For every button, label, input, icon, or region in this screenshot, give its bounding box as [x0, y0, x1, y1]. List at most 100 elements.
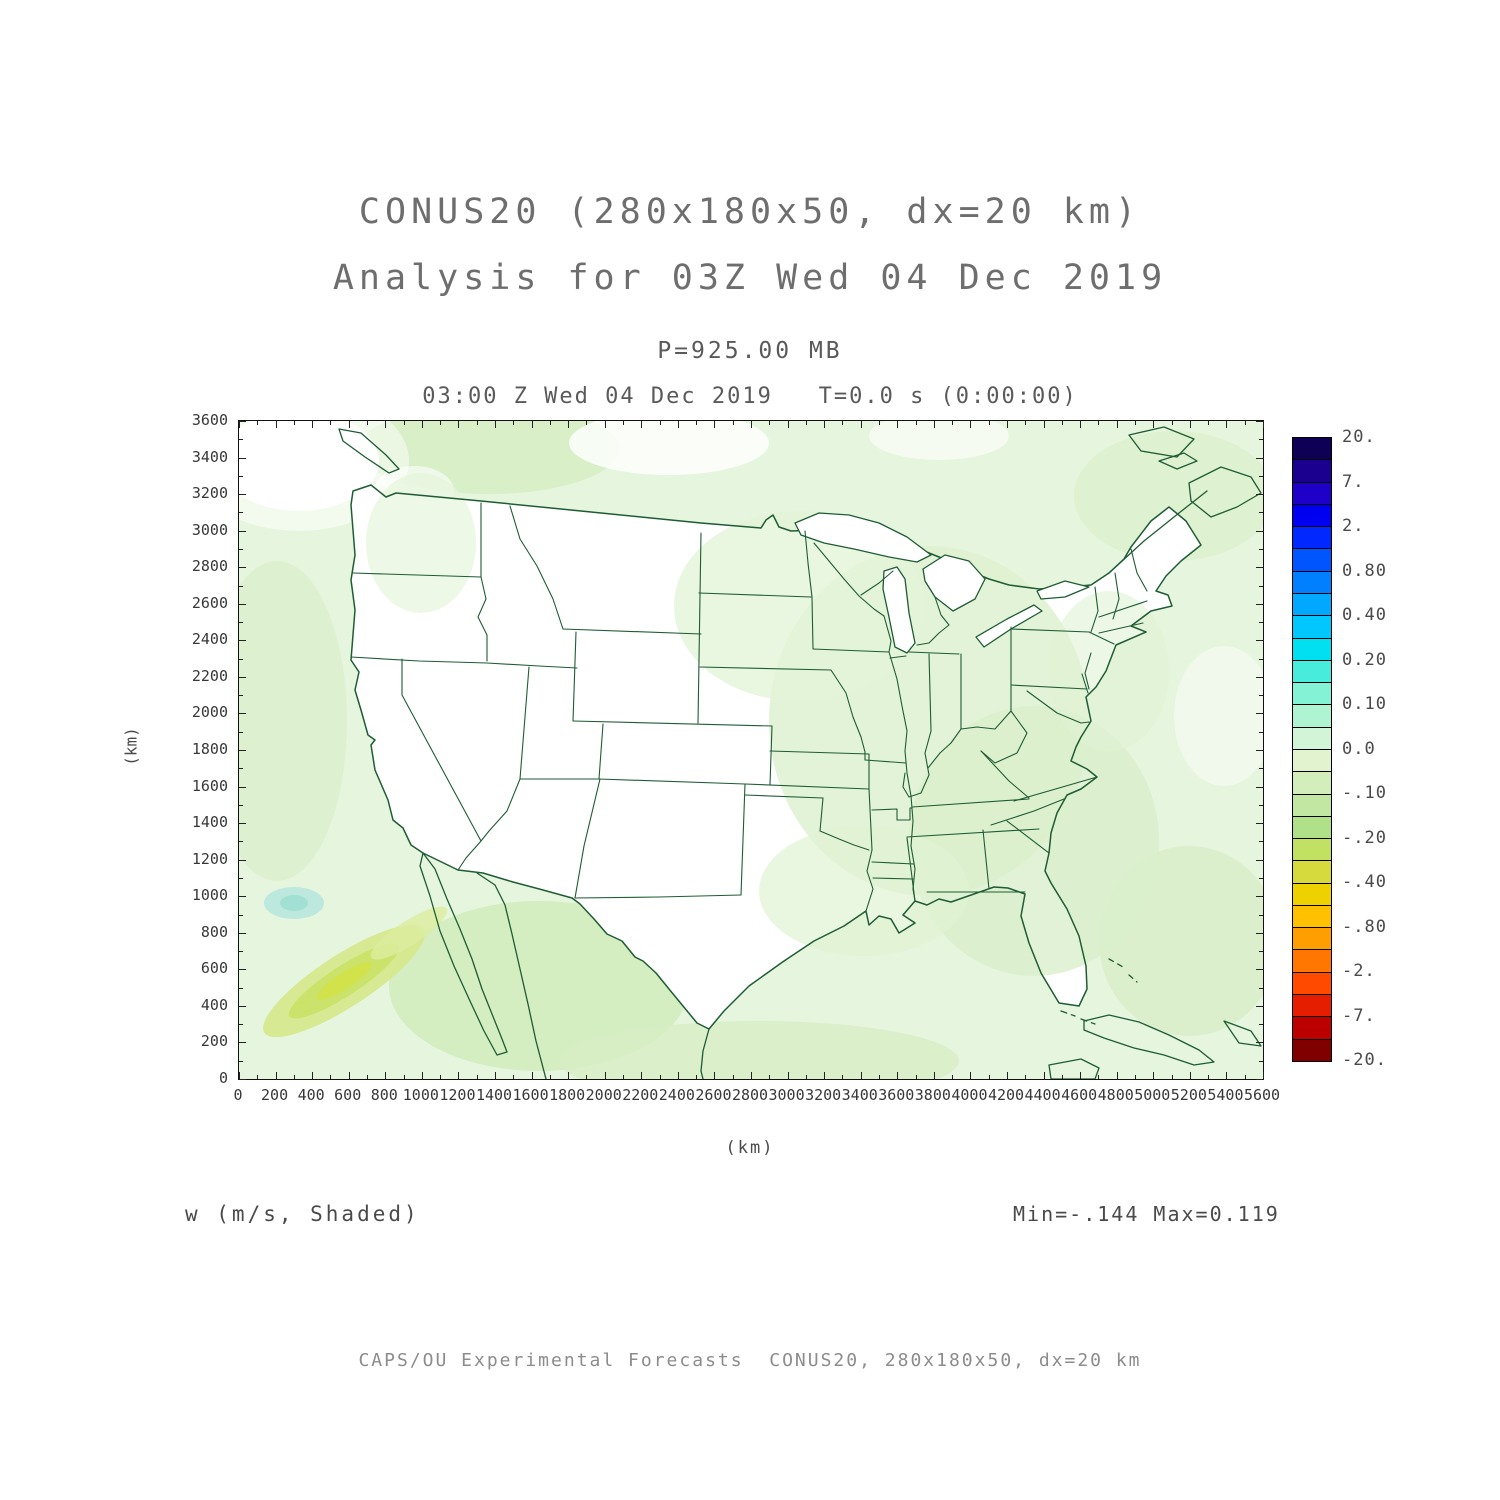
x-tick-label: 5400	[1207, 1086, 1244, 1104]
y-tick-mark	[239, 676, 246, 678]
y-tick-mark	[1259, 804, 1263, 806]
x-tick-label: 200	[261, 1086, 289, 1104]
x-tick-label: 5600	[1243, 1086, 1281, 1104]
x-tick-mark	[1263, 1072, 1264, 1079]
colorbar-cell	[1293, 883, 1331, 906]
x-tick-mark	[714, 1072, 716, 1079]
y-tick-mark	[239, 475, 243, 477]
y-tick-label: 800	[200, 922, 228, 941]
x-tick-mark	[549, 1075, 551, 1079]
x-tick-mark	[257, 1075, 259, 1079]
x-tick-mark	[385, 421, 387, 428]
y-tick-mark	[1259, 951, 1263, 953]
x-tick-mark	[769, 421, 771, 425]
x-tick-label: 4200	[987, 1086, 1025, 1104]
colorbar-cell	[1293, 638, 1331, 661]
y-tick-mark	[239, 731, 243, 733]
nova-scotia	[1188, 466, 1262, 518]
x-tick-mark	[421, 1072, 423, 1079]
x-tick-label: 400	[297, 1086, 325, 1104]
lake-superior	[794, 512, 932, 563]
x-tick-label: 4400	[1024, 1086, 1061, 1104]
canada-features	[338, 426, 1262, 574]
state-border-42n	[350, 656, 578, 669]
y-tick-label: 3200	[191, 484, 228, 503]
x-tick-mark	[476, 421, 478, 425]
x-tick-mark	[1135, 421, 1136, 425]
x-tick-mark	[367, 1075, 368, 1079]
x-tick-mark	[805, 1075, 807, 1079]
state-border-il-in	[920, 653, 932, 794]
x-tick-mark	[1208, 421, 1210, 425]
mexico-west-coast	[476, 872, 547, 1079]
y-tick-mark	[1256, 1042, 1263, 1044]
x-tick-label: 4600	[1061, 1086, 1098, 1104]
valid-time-label: 03:00 Z Wed 04 Dec 2019 T=0.0 s (0:00:00…	[422, 384, 1078, 409]
x-tick-mark	[623, 421, 624, 425]
state-border-ny-east	[1090, 586, 1099, 633]
x-tick-mark	[897, 1072, 899, 1079]
state-border-mi-thumb	[916, 596, 950, 646]
colorbar-cell	[1293, 683, 1331, 706]
state-border-vt-nh	[1112, 572, 1120, 620]
x-tick-mark	[531, 1072, 533, 1079]
colorbar-cell	[1293, 816, 1331, 840]
x-tick-label: 5200	[1170, 1086, 1207, 1104]
x-tick-mark	[824, 1072, 826, 1079]
y-tick-mark	[239, 658, 243, 660]
state-border-nc-sc	[990, 798, 1065, 826]
x-tick-mark	[842, 421, 844, 425]
x-tick-mark	[549, 421, 551, 425]
x-tick-mark	[659, 421, 661, 425]
colorbar-label: -.80	[1342, 916, 1387, 937]
x-tick-label: 1800	[549, 1086, 586, 1104]
shaded-variable-label: w (m/s, Shaded)	[185, 1202, 420, 1226]
plot-title-line2: Analysis for 03Z Wed 04 Dec 2019	[332, 258, 1168, 298]
y-tick-mark	[239, 1042, 246, 1044]
x-tick-mark	[1116, 1072, 1118, 1079]
y-tick-mark	[239, 1005, 246, 1007]
y-tick-mark	[1256, 1005, 1263, 1007]
x-tick-mark	[1135, 1075, 1136, 1079]
y-tick-mark	[1259, 841, 1263, 843]
state-border-nh-me	[1130, 548, 1148, 592]
colorbar-label: -7.	[1342, 1005, 1376, 1026]
y-tick-mark	[239, 530, 246, 532]
map-plot-area	[238, 420, 1264, 1080]
x-tick-mark	[641, 1072, 643, 1079]
colorbar-cell	[1293, 616, 1331, 639]
x-tick-mark	[531, 421, 533, 428]
state-border-ct-ma	[1098, 622, 1144, 634]
x-tick-label: 800	[370, 1086, 398, 1104]
colorbar-cell	[1293, 549, 1331, 572]
x-tick-mark	[293, 1075, 295, 1079]
y-tick-mark	[1259, 768, 1263, 770]
state-border-wa-or	[352, 572, 482, 578]
state-border-ny-nj	[1088, 631, 1115, 645]
state-border-nd-sd	[698, 592, 812, 598]
x-tick-mark	[879, 421, 880, 425]
x-tick-mark	[732, 421, 734, 425]
x-tick-mark	[1043, 1072, 1045, 1079]
colorbar-cell	[1293, 995, 1331, 1018]
x-tick-mark	[787, 421, 789, 428]
x-tick-mark	[952, 1075, 954, 1079]
y-tick-mark	[1259, 914, 1263, 916]
y-tick-label: 400	[200, 995, 228, 1014]
y-tick-mark	[1259, 987, 1263, 989]
x-tick-mark	[1189, 1072, 1191, 1079]
y-tick-mark	[239, 457, 246, 459]
hispaniola	[1223, 1020, 1262, 1047]
y-tick-mark	[239, 585, 243, 587]
y-axis-unit-label: (km)	[121, 727, 141, 766]
y-tick-mark	[239, 1079, 246, 1080]
colorbar-label: 0.10	[1342, 694, 1387, 714]
x-tick-mark	[1189, 421, 1191, 428]
colorbar-label: 2.	[1342, 516, 1365, 536]
y-tick-mark	[1256, 457, 1263, 459]
state-border-or-id	[477, 576, 488, 662]
x-tick-mark	[293, 421, 295, 425]
state-border-ga-sc	[1006, 820, 1050, 854]
x-tick-mark	[1080, 1072, 1082, 1079]
y-tick-mark	[239, 713, 246, 715]
